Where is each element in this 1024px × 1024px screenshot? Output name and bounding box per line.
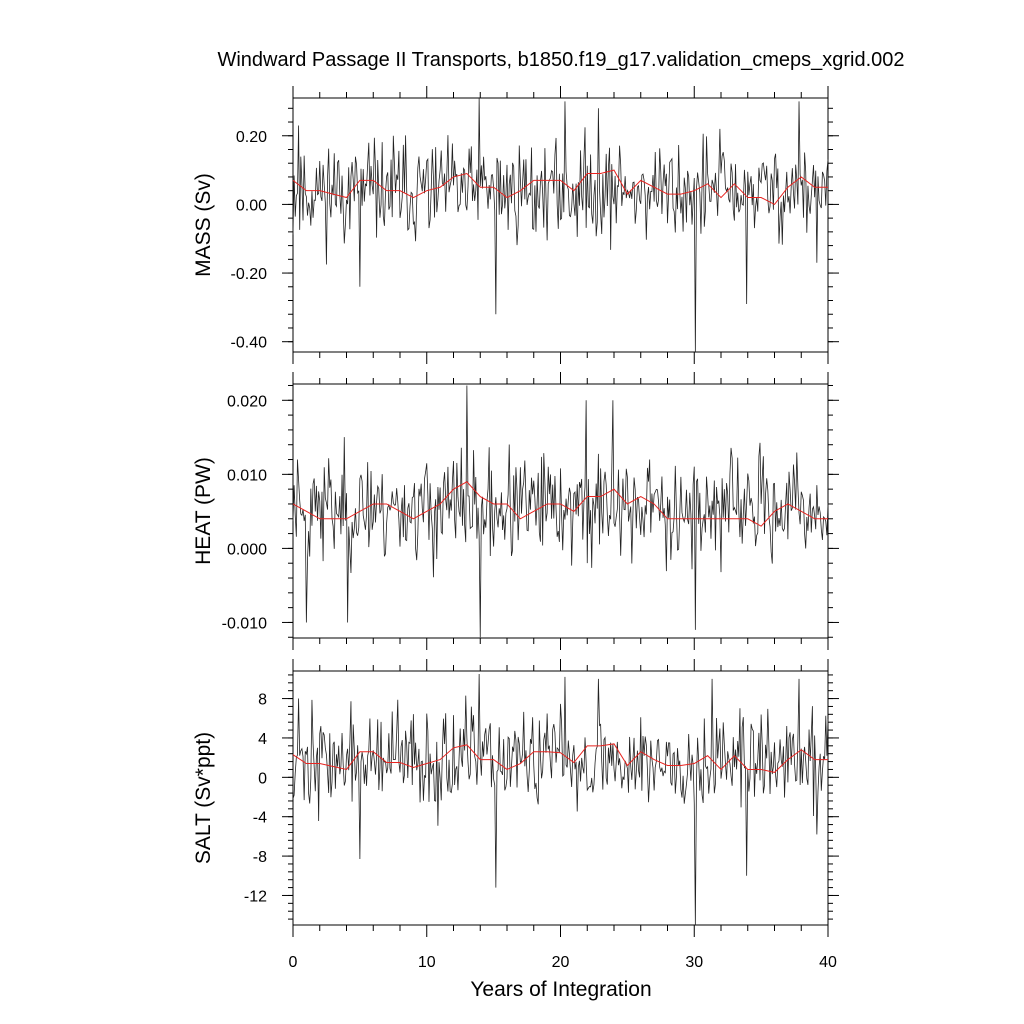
panel-1: 0.20 0.00 -0.20 -0.40 MASS (Sv) bbox=[192, 86, 839, 364]
annual-mean-line bbox=[292, 169, 828, 206]
chart-title: Windward Passage II Transports, b1850.f1… bbox=[217, 49, 904, 71]
y-tick-label: 0.000 bbox=[227, 541, 267, 558]
monthly-series-line bbox=[292, 673, 829, 926]
y-tick-label: -0.40 bbox=[231, 335, 268, 352]
panel-2: 0.020 0.010 0.000 -0.010 HEAT (PW) bbox=[192, 372, 839, 650]
y-tick-label: 4 bbox=[258, 731, 267, 748]
x-tick-label: 20 bbox=[552, 954, 570, 971]
annual-mean-line bbox=[292, 481, 828, 527]
y-tick-label: 0.010 bbox=[227, 467, 267, 484]
y-tick-label: -0.010 bbox=[222, 615, 267, 632]
x-tick-label: 30 bbox=[685, 954, 703, 971]
monthly-series-line bbox=[292, 97, 829, 353]
panel-3: 8 4 0 -4 -8 -12 SALT (Sv*ppt) bbox=[192, 659, 839, 937]
y-axis-label: HEAT (PW) bbox=[192, 457, 215, 565]
y-axis-label: SALT (Sv*ppt) bbox=[192, 732, 215, 864]
y-tick-label: 0.20 bbox=[236, 129, 267, 146]
x-tick-label: 40 bbox=[819, 954, 837, 971]
x-tick-label: 10 bbox=[418, 954, 436, 971]
y-tick-label: -12 bbox=[244, 888, 267, 905]
annual-mean-line bbox=[292, 743, 828, 773]
y-tick-label: -8 bbox=[253, 849, 267, 866]
y-axis-label: MASS (Sv) bbox=[192, 173, 215, 277]
y-tick-label: -4 bbox=[253, 810, 267, 827]
monthly-series-line bbox=[292, 385, 829, 638]
y-tick-label: 0.00 bbox=[236, 197, 267, 214]
y-tick-label: 0 bbox=[258, 770, 267, 787]
y-tick-label: 8 bbox=[258, 692, 267, 709]
x-tick-label: 0 bbox=[289, 954, 298, 971]
x-axis-label: Years of Integration bbox=[470, 978, 651, 1001]
y-tick-label: -0.20 bbox=[231, 266, 268, 283]
y-tick-label: 0.020 bbox=[227, 393, 267, 410]
